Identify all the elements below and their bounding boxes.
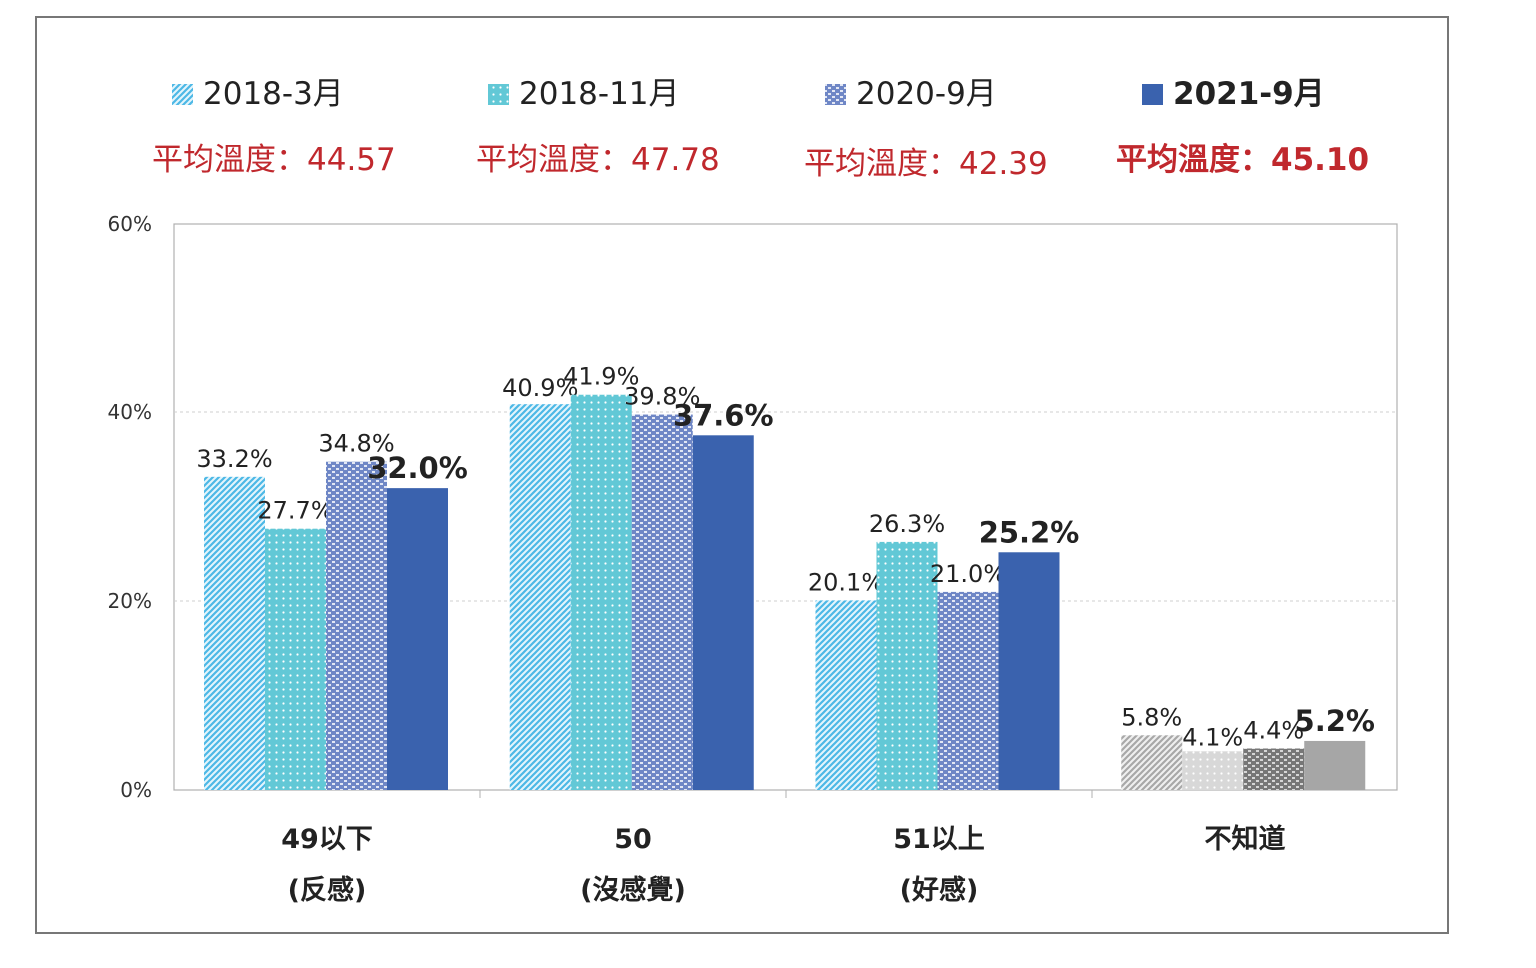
value-label-51以上-2020-9: 21.0% [930, 560, 1006, 588]
legend-swatch-2021-9 [1142, 84, 1163, 105]
value-label-50-2021-9: 37.6% [673, 398, 774, 432]
value-label-50-2020-9: 39.8% [624, 383, 700, 411]
category-label-2-51以上: (好感) [900, 874, 979, 906]
value-label-49以下-2018-3: 33.2% [196, 445, 272, 473]
bar-50-2018-11 [570, 394, 632, 790]
bar-51以上-2021-9 [998, 552, 1060, 790]
value-label-不知道-2018-11: 4.1% [1182, 723, 1243, 751]
bar-group-3-3: 5.2% [1295, 704, 1375, 790]
bar-50-2018-3 [509, 404, 571, 790]
value-label-51以上-2018-11: 26.3% [869, 510, 945, 538]
category-label-2-49以下: (反感) [288, 874, 367, 906]
value-label-不知道-2020-9: 4.4% [1243, 716, 1304, 744]
bar-51以上-2020-9 [937, 591, 999, 790]
bar-group-1-0: 40.9% [502, 374, 578, 790]
bar-49以下-2021-9 [387, 488, 448, 790]
value-label-50-2018-11: 41.9% [563, 363, 639, 391]
average-2018-11: 平均溫度：47.78 [476, 142, 720, 178]
bar-group-3-0: 5.8% [1121, 703, 1183, 790]
value-label-不知道-2021-9: 5.2% [1295, 704, 1375, 738]
value-label-不知道-2018-3: 5.8% [1121, 703, 1182, 731]
value-label-51以上-2021-9: 25.2% [979, 515, 1080, 549]
category-label-1-不知道: 不知道 [1205, 823, 1286, 855]
y-tick-60: 60% [108, 212, 152, 236]
category-label-1-51以上: 51以上 [893, 824, 985, 855]
bar-group-0-1: 27.7% [257, 497, 334, 790]
bar-49以下-2020-9 [326, 461, 387, 790]
bar-不知道-2021-9 [1304, 740, 1366, 790]
y-tick-20: 20% [108, 589, 152, 613]
y-tick-40: 40% [108, 400, 152, 424]
bar-group-3-1: 4.1% [1182, 723, 1244, 790]
bar-50-2021-9 [692, 435, 754, 790]
category-label-2-50: (沒感覺) [580, 874, 686, 906]
average-2018-3: 平均溫度：44.57 [152, 142, 396, 178]
y-tick-0: 0% [120, 778, 152, 802]
bar-50-2020-9 [631, 414, 693, 790]
value-label-51以上-2018-3: 20.1% [808, 568, 884, 596]
bar-group-1-3: 37.6% [673, 398, 774, 790]
value-label-49以下-2021-9: 32.0% [367, 451, 468, 485]
average-temperatures: 平均溫度：44.57 平均溫度：47.78 平均溫度：42.39 平均溫度：45… [152, 142, 1369, 182]
value-label-49以下-2018-11: 27.7% [257, 497, 333, 525]
y-axis: 0% 20% 40% 60% [108, 212, 152, 802]
legend-swatch-2018-11 [488, 84, 509, 105]
value-label-50-2018-3: 40.9% [502, 374, 578, 402]
legend-label-2020-9: 2020-9月 [856, 76, 997, 112]
bar-group-2-1: 26.3% [869, 510, 945, 790]
bar-group-2-2: 21.0% [930, 560, 1006, 790]
bar-51以上-2018-3 [815, 600, 877, 790]
legend: 2018-3月 2018-11月 2020-9月 2021-9月 [172, 76, 1325, 112]
bar-group-0-2: 34.8% [318, 430, 395, 790]
legend-label-2021-9: 2021-9月 [1173, 76, 1325, 112]
legend-swatch-2020-9 [825, 84, 846, 105]
bar-group-0-0: 33.2% [196, 445, 273, 790]
bar-不知道-2020-9 [1243, 748, 1305, 790]
legend-swatch-2018-3 [172, 84, 193, 105]
value-label-49以下-2020-9: 34.8% [318, 430, 394, 458]
bar-group-3-2: 4.4% [1243, 716, 1305, 790]
average-2021-9: 平均溫度：45.10 [1116, 142, 1369, 178]
legend-label-2018-3: 2018-3月 [203, 76, 344, 112]
category-label-1-50: 50 [614, 824, 652, 855]
category-labels: 49以下 (反感) 50 (沒感覺) 51以上 (好感) 不知道 [281, 823, 1285, 906]
bar-group-0-3: 32.0% [367, 451, 468, 790]
bar-group-2-0: 20.1% [808, 568, 884, 790]
legend-label-2018-11: 2018-11月 [519, 76, 680, 112]
bar-不知道-2018-3 [1121, 735, 1183, 790]
chart-frame [35, 16, 1449, 934]
bar-51以上-2018-11 [876, 541, 938, 790]
bar-group-2-3: 25.2% [979, 515, 1080, 790]
bar-49以下-2018-3 [204, 476, 265, 790]
bar-group-1-2: 39.8% [624, 383, 700, 790]
bar-49以下-2018-11 [265, 528, 326, 790]
average-2020-9: 平均溫度：42.39 [804, 146, 1048, 182]
bar-group-1-1: 41.9% [563, 363, 639, 790]
bar-不知道-2018-11 [1182, 751, 1244, 790]
x-axis [479, 790, 1093, 798]
category-label-1-49以下: 49以下 [281, 824, 373, 855]
